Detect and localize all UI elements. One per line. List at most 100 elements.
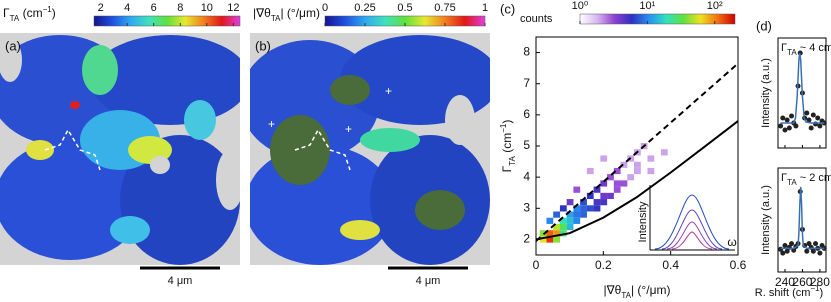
y-tick-label: 2	[523, 232, 530, 246]
data-point	[782, 243, 788, 249]
data-point	[810, 248, 816, 254]
colorbar-tick-label: 10¹	[639, 0, 655, 12]
colorbar-tick-label: 1	[482, 2, 488, 14]
y-axis-label-part: (cm	[500, 133, 514, 156]
hist-cell	[681, 155, 688, 162]
data-point	[810, 112, 816, 118]
colorbar-label-part: Γ	[3, 6, 10, 20]
panel-label: (d)	[756, 18, 772, 33]
colorbar-tick-label: 8	[177, 2, 183, 14]
data-point	[817, 250, 823, 256]
data-point	[780, 250, 786, 256]
x-axis-label-part: )	[820, 287, 824, 299]
hist-cell	[600, 180, 608, 187]
inset-y-label: Intensity	[637, 201, 649, 242]
hist-cell	[546, 230, 554, 237]
x-tick-label: 0.2	[595, 258, 612, 272]
x-tick-label: 0.4	[662, 258, 679, 272]
annotation-part: ~ 4 cm	[797, 42, 831, 54]
hist-cell	[634, 161, 641, 168]
hist-cell	[559, 223, 567, 231]
colorbar-label: ΓTA (cm−1)	[3, 5, 56, 23]
hist-cell	[613, 180, 621, 187]
colorbar-tick-label: 2	[98, 2, 104, 14]
fit-line	[535, 120, 739, 241]
colorbar-tick-label: 0.75	[434, 2, 455, 14]
hist-cell	[674, 130, 682, 137]
data-point	[784, 117, 790, 123]
hist-cell	[687, 124, 695, 131]
hist-cell	[539, 230, 547, 237]
x-axis-label: |∇θTA| (°/μm)	[604, 283, 671, 299]
hist-cell	[647, 167, 655, 175]
hist-cell	[546, 217, 554, 224]
hist-cell	[559, 230, 567, 237]
data-point	[782, 127, 788, 133]
data-point	[793, 123, 799, 129]
x-axis-label-part: TA	[621, 291, 631, 300]
hist-cell	[566, 223, 574, 231]
panel-label: (b)	[255, 38, 271, 53]
colorbar-tick-label: 0	[322, 2, 328, 14]
fit-curve	[780, 52, 825, 124]
hist-cell	[620, 130, 628, 137]
x-tick-label: 0.6	[730, 258, 747, 272]
y-tick-label: 8	[523, 45, 530, 59]
x-axis-label: R. shift (cm−1)	[755, 284, 823, 299]
hist-cell	[654, 136, 661, 143]
x-axis-label-part: |∇θ	[604, 283, 622, 297]
colorbar-tick-label: 10²	[707, 0, 723, 12]
colorbar-tick-label: 12	[227, 2, 239, 14]
hist-cell	[580, 211, 587, 218]
hist-cell	[667, 143, 675, 150]
y-axis-label-part: −1	[499, 123, 508, 133]
hist-cell	[607, 174, 614, 181]
y-tick-label: 6	[523, 107, 530, 121]
svg-text:+: +	[268, 117, 275, 131]
x-tick-label: 0	[533, 258, 540, 272]
y-axis-label: ΓTA (cm−1)	[499, 120, 517, 173]
data-point	[804, 110, 810, 116]
inset-x-label: ω	[727, 235, 736, 249]
y-axis-label-part: )	[500, 120, 514, 124]
panel-label: (a)	[5, 38, 21, 53]
hist-cell	[640, 99, 648, 106]
colorbar-tick-label: 10	[201, 2, 213, 14]
colorbar-label-part: TA	[271, 14, 281, 23]
panel-label: (c)	[500, 1, 515, 16]
hist-cell	[580, 199, 587, 206]
hist-cell	[701, 130, 709, 137]
y-tick-label: 5	[523, 138, 530, 152]
annotation-part: Γ	[781, 172, 787, 184]
hist-cell	[573, 186, 581, 193]
colorbar	[579, 13, 736, 25]
hist-cell	[607, 192, 614, 200]
data-point	[789, 113, 795, 119]
hist-cell	[607, 136, 614, 143]
colorbar-label-part: |∇θ	[253, 6, 271, 20]
map-image-b: + + +	[250, 33, 490, 265]
colorbar-label-part: )	[52, 6, 56, 20]
colorbar-label-part: (cm	[19, 6, 42, 20]
x-axis-label-part: −1	[810, 284, 820, 293]
hist-cell	[553, 211, 560, 218]
inset-illustration	[649, 185, 735, 251]
hist-cell	[627, 111, 635, 119]
hist-cell	[586, 192, 594, 200]
hist-cell	[694, 105, 702, 112]
hist-cell	[634, 124, 641, 131]
hist-cell	[573, 217, 581, 224]
hist-cell	[620, 161, 628, 168]
annotation-part: TA	[787, 48, 797, 57]
annotation: ΓTA ~ 2 cm−1	[781, 169, 831, 187]
x-axis-label-part: | (°/μm)	[631, 283, 671, 297]
colorbar-label-part: | (°/μm)	[280, 6, 320, 20]
colorbar-tick-label: 0.25	[354, 2, 375, 14]
hist-cell	[681, 143, 688, 150]
hist-cell	[660, 161, 668, 168]
y-tick-label: 7	[523, 76, 530, 90]
colorbar-label: |∇θTA| (°/μm)	[253, 6, 320, 22]
colorbar-tick-label: 0.5	[397, 2, 412, 14]
hist-cell	[553, 230, 560, 237]
